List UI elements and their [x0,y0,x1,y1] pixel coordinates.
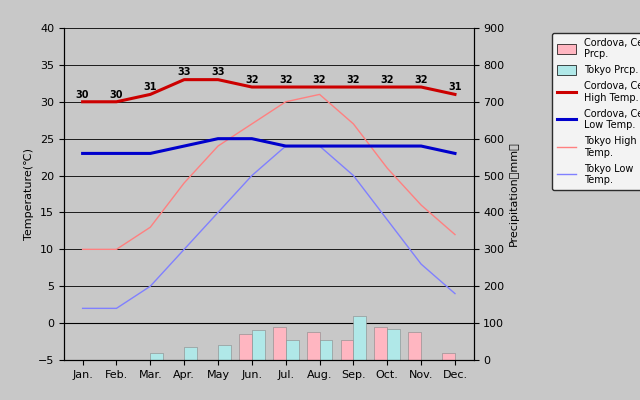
Text: 32: 32 [414,75,428,85]
Text: 30: 30 [109,90,124,100]
Bar [307,332,319,360]
Bar [319,340,332,360]
Text: 30: 30 [76,90,90,100]
Bar [442,353,455,360]
Text: 31: 31 [143,82,157,92]
Y-axis label: Precipitation（mm）: Precipitation（mm） [509,142,518,246]
Y-axis label: Temperature(℃): Temperature(℃) [24,148,34,240]
Bar [104,360,116,364]
Bar [353,316,366,360]
Bar [421,360,434,362]
Bar [285,340,299,360]
Bar [408,332,421,360]
Text: 32: 32 [313,75,326,85]
Bar [252,330,265,360]
Bar [138,360,150,377]
Bar [340,340,353,360]
Bar [184,347,197,360]
Text: 33: 33 [211,68,225,78]
Bar [205,360,218,367]
Legend: Cordova, Cebu
Prcp., Tokyo Prcp., Cordova, Cebu
High Temp., Cordova, Cebu
Low Te: Cordova, Cebu Prcp., Tokyo Prcp., Cordov… [552,33,640,190]
Bar [239,334,252,360]
Text: 33: 33 [177,68,191,78]
Text: 32: 32 [347,75,360,85]
Text: 31: 31 [448,82,461,92]
Bar [374,327,387,360]
Bar [70,360,83,378]
Text: 32: 32 [381,75,394,85]
Bar [218,345,231,360]
Bar [455,360,468,382]
Bar [150,353,163,360]
Bar [387,329,400,360]
Bar [116,360,129,371]
Bar [273,327,285,360]
Text: 32: 32 [245,75,259,85]
Text: 32: 32 [279,75,292,85]
Bar [172,360,184,375]
Bar [83,360,95,377]
